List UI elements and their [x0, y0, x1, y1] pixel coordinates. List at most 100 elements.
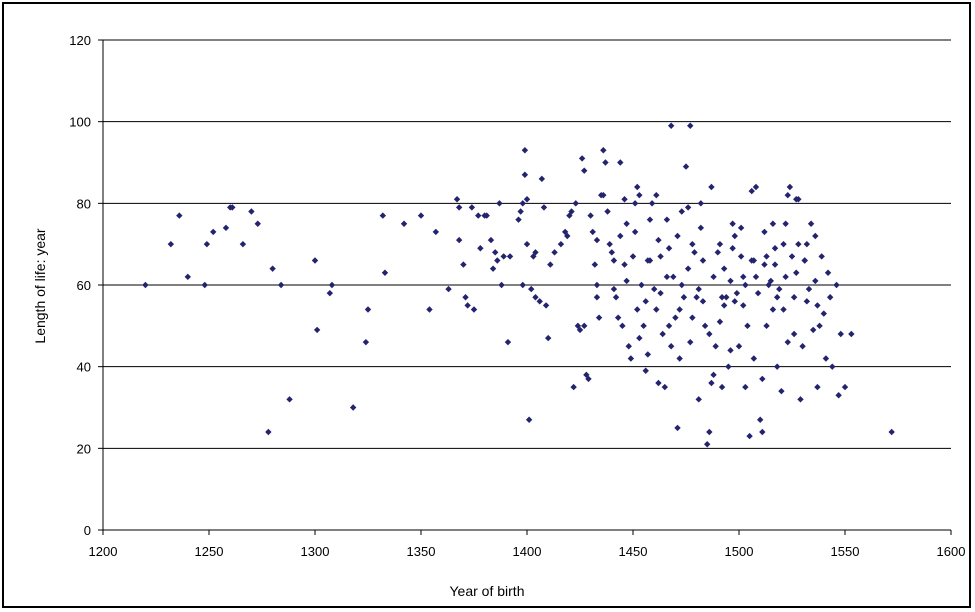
data-point	[822, 355, 830, 362]
data-point	[629, 253, 637, 260]
data-point	[517, 208, 524, 215]
data-point	[782, 220, 789, 227]
data-point	[676, 355, 683, 362]
data-point	[735, 343, 743, 350]
data-point	[462, 294, 469, 301]
data-point	[833, 281, 840, 289]
data-point	[797, 396, 804, 403]
data-point	[727, 277, 734, 285]
data-point	[142, 281, 149, 289]
data-point	[364, 306, 372, 313]
data-point	[729, 245, 736, 252]
data-point	[773, 294, 781, 301]
x-ticks: 1200 1250 1300 1350 1400 1450 1500 1550 1600	[89, 530, 965, 559]
data-point	[551, 249, 558, 256]
data-point	[536, 298, 543, 305]
data-point	[678, 281, 685, 289]
data-point	[750, 355, 758, 362]
data-point	[689, 314, 696, 321]
data-point	[807, 220, 815, 227]
data-point	[716, 240, 724, 248]
data-point	[780, 306, 787, 313]
data-point	[778, 387, 785, 395]
data-point	[496, 200, 503, 207]
data-point	[803, 298, 811, 305]
data-point	[710, 273, 717, 281]
x-tick-label: 1250	[195, 544, 224, 559]
y-ticks: 0 20 40 60 80 100 120	[69, 33, 103, 538]
data-point	[670, 273, 677, 281]
data-point	[585, 375, 592, 383]
data-point	[634, 183, 641, 191]
data-point	[381, 269, 389, 276]
data-point	[453, 196, 461, 203]
data-point	[426, 306, 433, 313]
data-point	[665, 322, 673, 330]
data-point	[311, 257, 319, 264]
data-point	[848, 330, 855, 338]
data-point	[665, 245, 673, 252]
data-point	[470, 306, 478, 313]
data-point	[595, 314, 603, 321]
data-point	[468, 204, 476, 211]
data-point	[793, 269, 800, 276]
data-point	[498, 281, 505, 289]
data-point	[489, 265, 497, 272]
data-point	[684, 204, 692, 211]
data-point	[784, 191, 791, 199]
data-point	[475, 212, 482, 219]
data-point	[799, 343, 806, 350]
data-point	[540, 204, 548, 211]
data-point	[701, 322, 709, 330]
data-point	[648, 200, 656, 207]
data-point	[801, 257, 808, 264]
data-point	[636, 191, 643, 199]
data-point	[712, 343, 719, 350]
data-point	[790, 294, 798, 301]
data-point	[525, 416, 533, 423]
data-point	[740, 302, 747, 309]
data-point	[634, 306, 641, 313]
data-point	[667, 122, 675, 129]
data-point	[581, 322, 588, 330]
x-tick-label: 1300	[301, 544, 330, 559]
data-point	[519, 200, 526, 207]
data-point	[604, 208, 611, 215]
data-point	[523, 196, 531, 203]
data-point	[725, 363, 732, 370]
y-tick-label: 20	[77, 441, 91, 456]
data-point	[720, 302, 728, 309]
data-point	[687, 122, 694, 129]
data-point	[699, 298, 707, 305]
data-point	[487, 236, 495, 244]
data-point	[646, 216, 654, 223]
data-point	[795, 240, 802, 248]
data-point	[606, 240, 613, 248]
data-point	[820, 310, 827, 317]
data-point	[494, 257, 501, 264]
data-point	[593, 294, 601, 301]
data-point	[528, 285, 535, 293]
data-point	[657, 253, 664, 260]
data-point	[695, 396, 702, 403]
data-point	[504, 338, 512, 346]
data-point	[636, 334, 643, 342]
data-point	[612, 294, 620, 301]
y-tick-label: 100	[69, 115, 91, 130]
x-tick-label: 1400	[513, 544, 542, 559]
data-point	[841, 383, 849, 391]
data-point	[229, 204, 236, 211]
data-point	[661, 383, 668, 391]
data-point	[752, 183, 760, 191]
data-point	[515, 216, 522, 223]
data-point	[759, 375, 766, 383]
data-point	[793, 196, 800, 203]
scatter-chart: 1200 1250 1300 1350 1400 1450 1500 1550 1600 0 20…	[32, 33, 965, 599]
data-point	[623, 277, 630, 285]
data-point	[460, 261, 467, 268]
data-point	[593, 236, 601, 244]
data-point	[680, 294, 688, 301]
data-point	[674, 232, 681, 240]
data-point	[589, 228, 596, 236]
data-point	[687, 338, 694, 346]
